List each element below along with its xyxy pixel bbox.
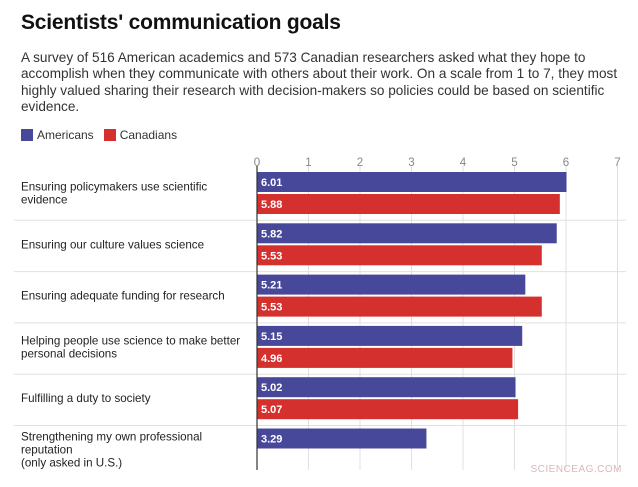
tick-label-5: 5: [511, 156, 517, 169]
category-label: reputation: [21, 444, 73, 457]
legend-label-canadians: Canadians: [119, 128, 178, 142]
value-label-canadians: 5.53: [261, 250, 282, 262]
tick-label-0: 0: [254, 156, 260, 169]
chart-subtitle: A survey of 516 American academics and 5…: [21, 50, 618, 115]
value-label-canadians: 4.96: [261, 353, 282, 365]
value-label-americans: 5.15: [261, 331, 282, 343]
legend: Americans Canadians: [21, 128, 187, 142]
tick-label-3: 3: [408, 156, 414, 169]
category-label: (only asked in U.S.): [21, 457, 122, 470]
tick-label-2: 2: [357, 156, 363, 169]
value-label-americans: 6.01: [261, 177, 282, 189]
bar-americans: [257, 223, 557, 244]
watermark: SCIENCEAG.COM: [530, 464, 622, 475]
bar-americans: [257, 274, 526, 295]
value-label-americans: 5.02: [261, 382, 282, 394]
tick-label-6: 6: [563, 156, 569, 169]
bar-canadians: [257, 347, 513, 368]
value-label-americans: 5.82: [261, 228, 282, 240]
bar-canadians: [257, 245, 542, 266]
category-label: Fulfilling a duty to society: [21, 392, 151, 405]
value-label-americans: 3.29: [261, 434, 282, 446]
legend-item-canadians: Canadians: [103, 128, 178, 142]
category-label: Helping people use science to make bette…: [21, 334, 240, 347]
bar-americans: [257, 428, 427, 449]
category-label: Ensuring adequate funding for research: [21, 290, 225, 303]
chart-title: Scientists' communication goals: [21, 11, 341, 34]
category-label: personal decisions: [21, 348, 117, 361]
legend-item-americans: Americans: [21, 128, 94, 142]
tick-label-1: 1: [305, 156, 311, 169]
legend-label-americans: Americans: [37, 128, 94, 142]
bar-canadians: [257, 296, 542, 317]
value-label-canadians: 5.07: [261, 404, 282, 416]
value-label-americans: 5.21: [261, 280, 282, 292]
legend-swatch-americans: [21, 129, 33, 141]
legend-swatch-canadians: [103, 129, 116, 141]
category-label: Strengthening my own professional: [21, 430, 202, 443]
bar-americans: [257, 377, 516, 398]
tick-label-4: 4: [460, 156, 467, 169]
category-label: evidence: [21, 194, 67, 207]
bar-canadians: [257, 194, 560, 214]
bar-canadians: [257, 399, 519, 420]
bar-americans: [257, 325, 523, 346]
tick-label-7: 7: [614, 156, 620, 169]
value-label-canadians: 5.88: [261, 199, 282, 211]
value-label-canadians: 5.53: [261, 302, 282, 314]
category-label: Ensuring our culture values science: [21, 238, 204, 251]
bar-americans: [257, 172, 567, 192]
category-label: Ensuring policymakers use scientific: [21, 180, 207, 193]
